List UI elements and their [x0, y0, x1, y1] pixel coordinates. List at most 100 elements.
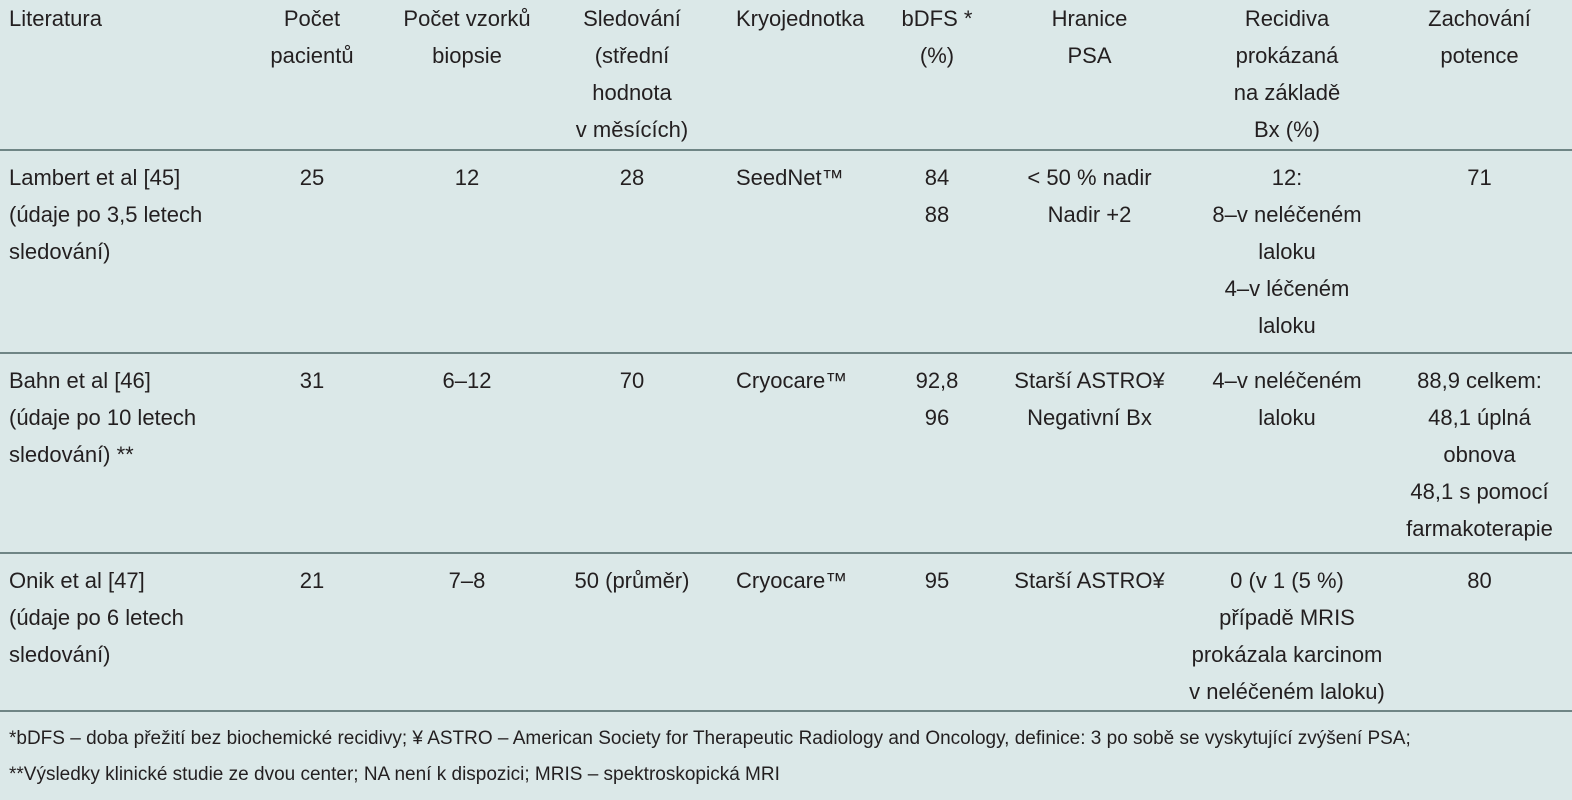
cell-pocet-pacientu: 25 [232, 150, 392, 353]
header-pocet-vzorku-biopsie: Počet vzorků biopsie [392, 0, 542, 150]
cell-bdfs: 84 88 [882, 150, 992, 353]
table-row: Bahn et al [46] (údaje po 10 letech sledov… [0, 353, 1572, 553]
cell-literatura-line: sledování) [9, 239, 111, 264]
cell-recidiva-bx-line: v neléčeném laloku) [1189, 679, 1385, 704]
cell-pocet-vzorku-biopsie: 12 [392, 150, 542, 353]
table-body: Lambert et al [45] (údaje po 3,5 letech sl… [0, 150, 1572, 711]
cell-pocet-vzorku-biopsie-line: 6–12 [442, 368, 492, 393]
header-recidiva-bx-line: Bx (%) [1254, 117, 1320, 142]
cell-bdfs-line: 88 [924, 202, 950, 227]
cell-pocet-vzorku-biopsie: 7–8 [392, 553, 542, 711]
cell-recidiva-bx-line: 4–v neléčeném [1212, 368, 1362, 393]
header-zachovani-potence-line: Zachování [1428, 6, 1531, 31]
cell-literatura-line: (údaje po 3,5 letech [9, 202, 203, 227]
cell-zachovani-potence-line: 88,9 celkem: [1417, 368, 1542, 393]
cell-literatura-line: Bahn et al [46] [9, 368, 151, 393]
cell-pocet-vzorku-biopsie: 6–12 [392, 353, 542, 553]
table-row: Onik et al [47] (údaje po 6 letech sledová… [0, 553, 1572, 711]
cell-hranice-psa-line: Negativní Bx [1027, 405, 1152, 430]
cell-sledovani: 28 [542, 150, 722, 353]
cell-literatura: Lambert et al [45] (údaje po 3,5 letech sl… [0, 150, 232, 353]
header-bdfs: bDFS * (%) [882, 0, 992, 150]
cell-zachovani-potence: 71 [1387, 150, 1572, 353]
header-hranice-psa: Hranice PSA [992, 0, 1187, 150]
cell-recidiva-bx-line: případě MRIS [1219, 605, 1355, 630]
footnotes: *bDFS – doba přežití bez biochemické rec… [0, 712, 1572, 793]
cell-sledovani-line: 50 (průměr) [574, 568, 690, 593]
cell-literatura-line: Lambert et al [45] [9, 165, 181, 190]
cell-pocet-vzorku-biopsie-line: 7–8 [448, 568, 486, 593]
cell-kryojednotka-line: Cryocare™ [736, 568, 848, 593]
cell-hranice-psa-line: Starší ASTRO¥ [1014, 368, 1165, 393]
cell-pocet-pacientu-line: 25 [299, 165, 325, 190]
cell-recidiva-bx-line: laloku [1258, 405, 1316, 430]
header-sledovani-line: Sledování [583, 6, 681, 31]
footnote-1: *bDFS – doba přežití bez biochemické rec… [9, 728, 1411, 749]
header-hranice-psa-line: Hranice [1051, 6, 1128, 31]
cell-sledovani: 50 (průměr) [542, 553, 722, 711]
header-zachovani-potence: Zachování potence [1387, 0, 1572, 150]
cell-literatura-line: (údaje po 10 letech [9, 405, 197, 430]
cell-recidiva-bx-line: prokázala karcinom [1191, 642, 1383, 667]
cell-recidiva-bx-line: laloku [1258, 239, 1316, 264]
cell-zachovani-potence-line: farmakoterapie [1406, 516, 1553, 541]
cell-literatura-line: Onik et al [47] [9, 568, 145, 593]
cell-sledovani-line: 70 [619, 368, 645, 393]
header-zachovani-potence-line: potence [1440, 43, 1519, 68]
cell-hranice-psa: Starší ASTRO¥ Negativní Bx [992, 353, 1187, 553]
cell-pocet-vzorku-biopsie-line: 12 [454, 165, 480, 190]
cell-literatura: Onik et al [47] (údaje po 6 letech sledová… [0, 553, 232, 711]
header-pocet-pacientu: Počet pacientů [232, 0, 392, 150]
cell-literatura-line: sledování) ** [9, 442, 134, 467]
cell-kryojednotka-line: SeedNet™ [736, 165, 844, 190]
cell-zachovani-potence-line: obnova [1443, 442, 1516, 467]
header-pocet-vzorku-biopsie-line: biopsie [432, 43, 502, 68]
cell-hranice-psa-line: < 50 % nadir [1027, 165, 1152, 190]
header-sledovani-line: v měsících) [575, 117, 689, 142]
cell-literatura-line: (údaje po 6 letech [9, 605, 184, 630]
cell-hranice-psa-line: Nadir +2 [1047, 202, 1132, 227]
header-hranice-psa-line: PSA [1067, 43, 1112, 68]
cell-bdfs-line: 84 [924, 165, 950, 190]
header-sledovani-line: (střední [594, 43, 670, 68]
header-recidiva-bx-line: Recidiva [1244, 6, 1330, 31]
cell-hranice-psa: Starší ASTRO¥ [992, 553, 1187, 711]
cell-bdfs-line: 95 [924, 568, 950, 593]
header-row: Literatura Počet pacientů Počet vzorků biops… [0, 0, 1572, 150]
cell-pocet-pacientu-line: 21 [299, 568, 325, 593]
cell-zachovani-potence: 88,9 celkem: 48,1 úplná obnova 48,1 s pomoc… [1387, 353, 1572, 553]
header-pocet-vzorku-biopsie-line: Počet vzorků [403, 6, 531, 31]
cell-recidiva-bx-line: laloku [1258, 313, 1316, 338]
cell-bdfs: 95 [882, 553, 992, 711]
cell-recidiva-bx-line: 0 (v 1 (5 %) [1230, 568, 1344, 593]
header-pocet-pacientu-line: pacientů [270, 43, 354, 68]
cell-pocet-pacientu-line: 31 [299, 368, 325, 393]
cell-literatura-line: sledování) [9, 642, 111, 667]
cell-bdfs-line: 92,8 [915, 368, 959, 393]
footnote-2: **Výsledky klinické studie ze dvou cente… [9, 764, 780, 785]
cell-recidiva-bx: 0 (v 1 (5 %) případě MRIS prokázala karcin… [1187, 553, 1387, 711]
cell-kryojednotka: SeedNet™ [722, 150, 882, 353]
header-pocet-pacientu-line: Počet [283, 6, 341, 31]
cell-pocet-pacientu: 31 [232, 353, 392, 553]
results-table: Literatura Počet pacientů Počet vzorků biops… [0, 0, 1572, 711]
cell-pocet-pacientu: 21 [232, 553, 392, 711]
cell-recidiva-bx: 12: 8–v neléčeném laloku 4–v léčeném laloku [1187, 150, 1387, 353]
header-sledovani-line: hodnota [592, 80, 672, 105]
header-literatura-line: Literatura [9, 6, 102, 31]
cell-hranice-psa-line: Starší ASTRO¥ [1014, 568, 1165, 593]
cell-zachovani-potence-line: 48,1 s pomocí [1410, 479, 1549, 504]
header-bdfs-line: (%) [919, 43, 955, 68]
cell-recidiva-bx-line: 12: [1271, 165, 1303, 190]
cell-kryojednotka: Cryocare™ [722, 353, 882, 553]
cell-zachovani-potence-line: 71 [1467, 165, 1492, 190]
header-recidiva-bx-line: na základě [1233, 80, 1341, 105]
cell-recidiva-bx: 4–v neléčeném laloku [1187, 353, 1387, 553]
cell-hranice-psa: < 50 % nadir Nadir +2 [992, 150, 1187, 353]
header-bdfs-line: bDFS * [901, 6, 973, 31]
table-row: Lambert et al [45] (údaje po 3,5 letech sl… [0, 150, 1572, 353]
cell-recidiva-bx-line: 8–v neléčeném [1212, 202, 1362, 227]
header-kryojednotka-line: Kryojednotka [736, 6, 865, 31]
cell-zachovani-potence-line: 80 [1467, 568, 1492, 593]
